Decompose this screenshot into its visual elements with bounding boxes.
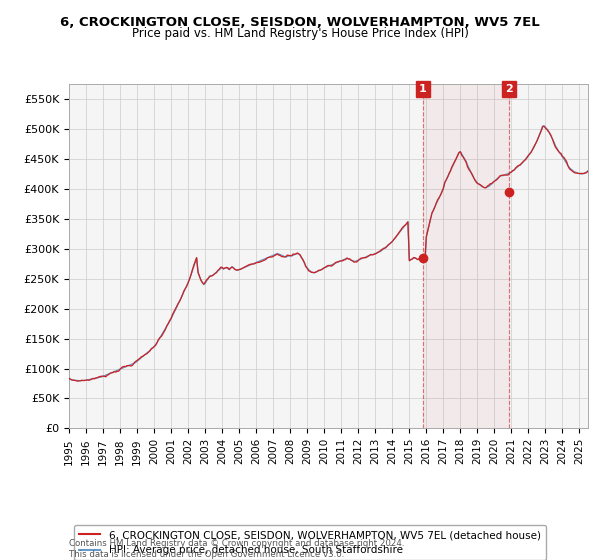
- Bar: [423, 84, 509, 428]
- Text: 6, CROCKINGTON CLOSE, SEISDON, WOLVERHAMPTON, WV5 7EL: 6, CROCKINGTON CLOSE, SEISDON, WOLVERHAM…: [60, 16, 540, 29]
- Text: 1: 1: [419, 84, 427, 94]
- Text: Contains HM Land Registry data © Crown copyright and database right 2024.
This d: Contains HM Land Registry data © Crown c…: [69, 539, 404, 559]
- Legend: 6, CROCKINGTON CLOSE, SEISDON, WOLVERHAMPTON, WV5 7EL (detached house), HPI: Ave: 6, CROCKINGTON CLOSE, SEISDON, WOLVERHAM…: [74, 525, 546, 560]
- Text: 2: 2: [505, 84, 513, 94]
- Text: Price paid vs. HM Land Registry's House Price Index (HPI): Price paid vs. HM Land Registry's House …: [131, 27, 469, 40]
